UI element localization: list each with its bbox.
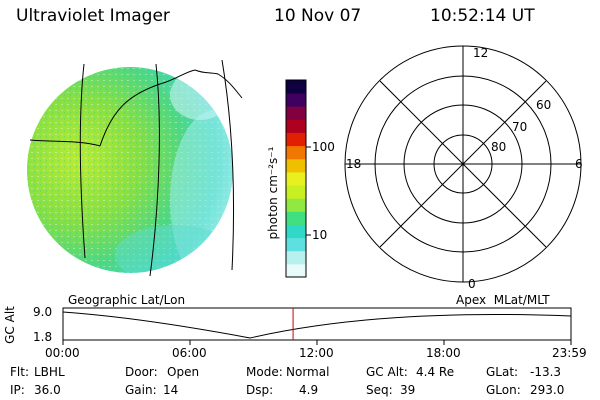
mlt-label-18: 18 <box>346 157 362 171</box>
status-gain-value: 14 <box>163 383 179 397</box>
status-door-key: Door: <box>125 365 158 379</box>
colorbar-cell <box>286 237 306 252</box>
mlat-label-60: 60 <box>536 98 552 112</box>
colorbar-cell <box>286 250 306 265</box>
status-gcalt-key: GC Alt: <box>366 365 408 379</box>
status-gcalt-value: 4.4 Re <box>416 365 455 379</box>
colorbar-cell <box>286 106 306 120</box>
status-glon-value: 293.0 <box>530 383 565 397</box>
geographic-label: Geographic Lat/Lon <box>68 293 186 307</box>
mlt-label-6: 6 <box>575 157 583 171</box>
status-ip-value: 36.0 <box>34 383 61 397</box>
status-mode-value: Normal <box>286 365 330 379</box>
status-glat-key: GLat: <box>486 365 519 379</box>
colorbar-cell <box>286 224 306 239</box>
colorbar-cell <box>286 185 306 199</box>
colorbar-cell <box>286 119 306 134</box>
altitude-tick-low: 1.8 <box>33 330 53 344</box>
status-glon-key: GLon: <box>486 383 521 397</box>
colorbar-cell <box>286 171 306 186</box>
date-label: 10 Nov 07 <box>274 6 362 26</box>
status-mode-key: Mode: <box>246 365 283 379</box>
colorbar-cell <box>286 132 306 147</box>
colorbar-tick-10: 10 <box>312 228 328 242</box>
colorbar-cell <box>286 198 306 212</box>
apex-label: Apex MLat/MLT <box>456 293 550 307</box>
status-seq-key: Seq: <box>366 383 393 397</box>
polar-grid <box>344 45 582 283</box>
altitude-curve <box>62 311 572 339</box>
instrument-title: Ultraviolet Imager <box>16 6 170 26</box>
time-tick: 00:00 <box>45 346 80 360</box>
status-seq-value: 39 <box>400 383 416 397</box>
time-tick: 18:00 <box>426 346 461 360</box>
colorbar <box>285 79 311 278</box>
mlat-label-80: 80 <box>491 140 507 154</box>
colorbar-tick-100: 100 <box>312 140 335 154</box>
time-label: 10:52:14 UT <box>430 6 535 26</box>
status-dsp-value: 4.9 <box>299 383 319 397</box>
colorbar-unit-label: photon cm⁻²s⁻¹ <box>266 146 280 240</box>
status-ip-key: IP: <box>10 383 25 397</box>
status-gain-key: Gain: <box>125 383 157 397</box>
mlt-label-12: 12 <box>473 46 489 60</box>
uv-earth-image <box>27 59 243 277</box>
colorbar-cell <box>286 93 306 107</box>
altitude-plot <box>62 307 572 345</box>
geo-grid-lines <box>29 59 243 277</box>
time-tick: 23:59 <box>552 346 587 360</box>
mlat-label-70: 70 <box>512 120 528 134</box>
altitude-axis-title: GC Alt <box>3 306 17 344</box>
status-dsp-key: Dsp: <box>246 383 274 397</box>
status-glat-value: -13.3 <box>530 365 562 379</box>
colorbar-cell <box>286 263 306 278</box>
time-tick: 12:00 <box>299 346 334 360</box>
mlt-label-0: 0 <box>468 277 476 291</box>
colorbar-cell <box>286 211 306 225</box>
colorbar-cell <box>286 80 306 94</box>
time-tick: 06:00 <box>172 346 207 360</box>
status-door-value: Open <box>167 365 200 379</box>
altitude-tick-high: 9.0 <box>33 305 53 319</box>
colorbar-cell <box>286 158 306 173</box>
status-flt-value: LBHL <box>34 365 65 379</box>
status-flt-key: Flt: <box>10 365 29 379</box>
colorbar-cell <box>286 145 306 160</box>
